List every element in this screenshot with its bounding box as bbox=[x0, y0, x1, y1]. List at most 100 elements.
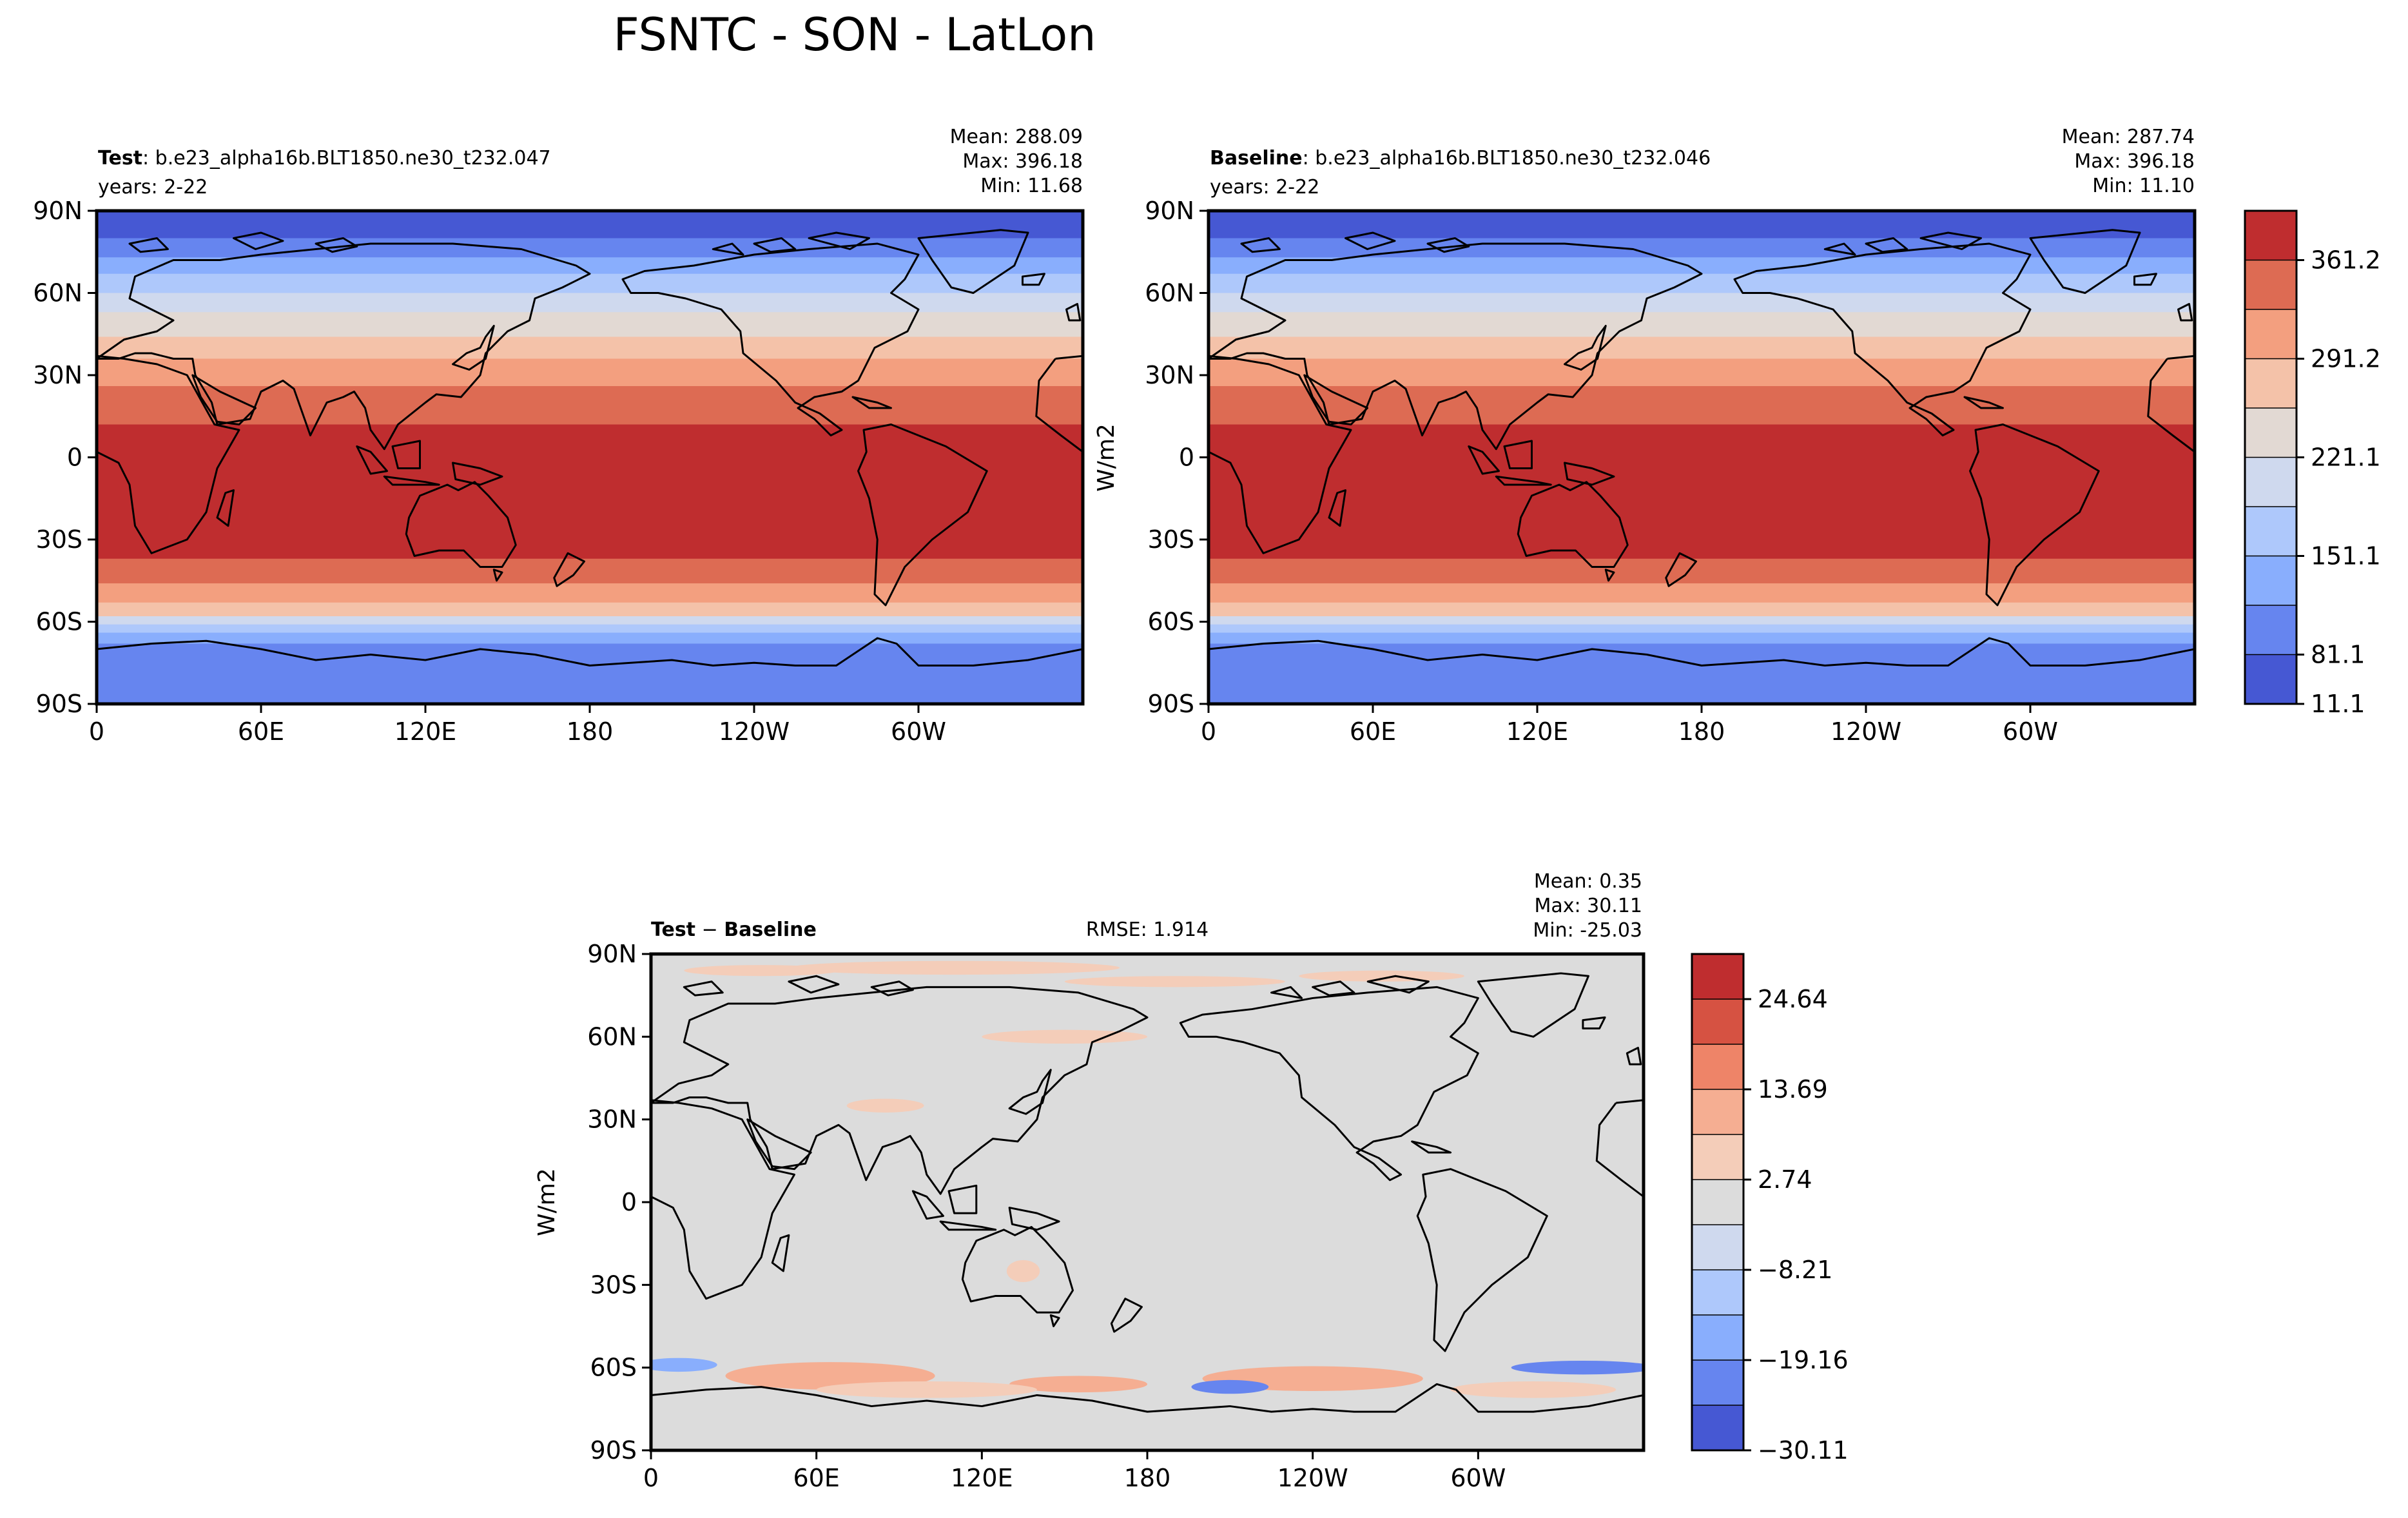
baseline-band-13 bbox=[1209, 616, 2195, 625]
difference-ytick-label: 60S bbox=[590, 1354, 637, 1382]
baseline-ytick-label: 90S bbox=[1148, 690, 1194, 718]
test-field bbox=[97, 211, 1083, 704]
test-band-13 bbox=[97, 616, 1083, 625]
difference-ytick-label: 60N bbox=[587, 1022, 637, 1051]
test-band-16 bbox=[97, 643, 1083, 704]
difference-colorbar-swatch bbox=[1692, 1225, 1743, 1270]
baseline-mean: Mean: 287.74 bbox=[2062, 126, 2195, 148]
difference-ytick-label: 90S bbox=[590, 1436, 637, 1464]
difference-ytick-label: 30S bbox=[590, 1270, 637, 1299]
baseline-xtick-label: 180 bbox=[1678, 717, 1725, 746]
baseline-colorbar-swatch bbox=[2245, 211, 2296, 260]
difference-units-label: W/m2 bbox=[534, 1168, 560, 1236]
difference-anomaly-patch bbox=[846, 1098, 924, 1113]
baseline-xtick-label: 0 bbox=[1201, 717, 1216, 746]
difference-colorbar-swatch bbox=[1692, 1405, 1743, 1451]
test-xtick-label: 120W bbox=[719, 717, 790, 746]
baseline-band-5 bbox=[1209, 312, 2195, 338]
difference-anomaly-patch bbox=[1299, 970, 1464, 982]
baseline-colorbar-tick-label: 81.1 bbox=[2311, 641, 2365, 669]
test-band-5 bbox=[97, 312, 1083, 338]
difference-anomaly-patch bbox=[1191, 1379, 1269, 1394]
difference-colorbar-frame bbox=[1691, 953, 1745, 1452]
difference-colorbar-swatch bbox=[1692, 999, 1743, 1045]
test-band-1 bbox=[97, 238, 1083, 258]
baseline-colorbar-tick-label: 151.1 bbox=[2311, 542, 2381, 570]
baseline-colorbar-swatch bbox=[2245, 654, 2296, 705]
difference-xtick-label: 120E bbox=[951, 1464, 1013, 1492]
difference-anomaly-patch bbox=[788, 960, 1120, 975]
test-ytick-label: 90S bbox=[36, 690, 83, 718]
difference-panel-title: Test − Baseline bbox=[651, 919, 817, 941]
difference-anomaly-patch bbox=[1006, 1260, 1040, 1283]
difference-anomaly-patch bbox=[816, 1381, 1037, 1398]
difference-xtick-label: 60W bbox=[1450, 1464, 1506, 1492]
difference-anomaly-patch bbox=[1511, 1360, 1644, 1375]
test-panel-title: Test: b.e23_alpha16b.BLT1850.ne30_t232.0… bbox=[98, 147, 551, 170]
baseline-band-2 bbox=[1209, 257, 2195, 275]
difference-rmse: RMSE: 1.914 bbox=[1086, 919, 1209, 941]
baseline-band-1 bbox=[1209, 238, 2195, 258]
baseline-colorbar-swatch bbox=[2245, 260, 2296, 310]
baseline-colorbar-swatch bbox=[2245, 605, 2296, 655]
baseline-colorbar-swatch bbox=[2245, 457, 2296, 507]
test-band-9 bbox=[97, 424, 1083, 560]
test-ytick-label: 30S bbox=[36, 525, 83, 554]
baseline-band-0 bbox=[1209, 211, 2195, 239]
test-band-2 bbox=[97, 257, 1083, 275]
test-band-14 bbox=[97, 624, 1083, 634]
difference-colorbar-swatch bbox=[1692, 954, 1743, 1000]
difference-colorbar-swatch bbox=[1692, 1089, 1743, 1135]
baseline-panel-title: Baseline: b.e23_alpha16b.BLT1850.ne30_t2… bbox=[1210, 147, 1711, 170]
test-ytick-label: 30N bbox=[33, 361, 83, 389]
baseline-band-6 bbox=[1209, 336, 2195, 360]
test-xtick-label: 60E bbox=[238, 717, 284, 746]
difference-anomaly-patch bbox=[982, 1029, 1147, 1044]
baseline-years: years: 2-22 bbox=[1210, 176, 1319, 199]
baseline-band-10 bbox=[1209, 558, 2195, 584]
difference-ytick-label: 90N bbox=[587, 940, 637, 968]
difference-anomaly-patch bbox=[651, 1357, 717, 1372]
baseline-xtick-label: 60W bbox=[2003, 717, 2058, 746]
baseline-colorbar-swatch bbox=[2245, 507, 2296, 556]
difference-colorbar-swatch bbox=[1692, 1270, 1743, 1316]
test-min: Min: 11.68 bbox=[980, 175, 1083, 197]
difference-colorbar-swatch bbox=[1692, 1044, 1743, 1090]
difference-colorbar-swatch bbox=[1692, 1134, 1743, 1180]
test-band-11 bbox=[97, 583, 1083, 603]
difference-anomaly-patch bbox=[1009, 1376, 1147, 1393]
baseline-axes: 0 60E 120E 180 120W 60W 90N 60N 30N 0 30S 60S 90S bbox=[1145, 197, 2058, 746]
difference-ytick-label: 0 bbox=[621, 1188, 637, 1216]
test-years: years: 2-22 bbox=[98, 176, 208, 199]
difference-mean: Mean: 0.35 bbox=[1534, 870, 1642, 893]
baseline-colorbar: 361.2 291.2 221.1 151.1 81.1 11.1 bbox=[2244, 209, 2381, 718]
difference-field bbox=[651, 960, 1644, 1398]
baseline-band-11 bbox=[1209, 583, 2195, 603]
difference-colorbar-tick-label: 24.64 bbox=[1758, 985, 1828, 1013]
difference-min: Min: -25.03 bbox=[1533, 919, 1642, 942]
test-band-10 bbox=[97, 558, 1083, 584]
baseline-xtick-label: 60E bbox=[1350, 717, 1396, 746]
test-ytick-label: 0 bbox=[67, 443, 83, 472]
baseline-ytick-label: 60S bbox=[1148, 608, 1194, 636]
difference-colorbar-tick-label: −30.11 bbox=[1758, 1436, 1849, 1464]
difference-colorbar: 24.64 13.69 2.74 −8.21 −19.16 −30.11 bbox=[1691, 953, 1849, 1464]
baseline-band-9 bbox=[1209, 424, 2195, 560]
baseline-colorbar-swatch bbox=[2245, 556, 2296, 606]
difference-colorbar-swatch bbox=[1692, 1360, 1743, 1406]
test-band-15 bbox=[97, 632, 1083, 645]
test-band-7 bbox=[97, 358, 1083, 387]
difference-panel: Test − Baseline RMSE: 1.914 Mean: 0.35 M… bbox=[534, 870, 1849, 1492]
baseline-band-4 bbox=[1209, 293, 2195, 313]
baseline-colorbar-tick-label: 291.2 bbox=[2311, 345, 2381, 373]
difference-colorbar-tick-label: −8.21 bbox=[1758, 1256, 1832, 1284]
baseline-ytick-label: 0 bbox=[1179, 443, 1194, 472]
difference-xtick-label: 0 bbox=[643, 1464, 659, 1492]
baseline-panel: Baseline: b.e23_alpha16b.BLT1850.ne30_t2… bbox=[1093, 126, 2381, 746]
difference-colorbar-swatch bbox=[1692, 1180, 1743, 1225]
baseline-xtick-label: 120E bbox=[1506, 717, 1569, 746]
test-band-0 bbox=[97, 211, 1083, 239]
test-ytick-label: 60S bbox=[36, 608, 83, 636]
baseline-ytick-label: 90N bbox=[1145, 197, 1194, 225]
